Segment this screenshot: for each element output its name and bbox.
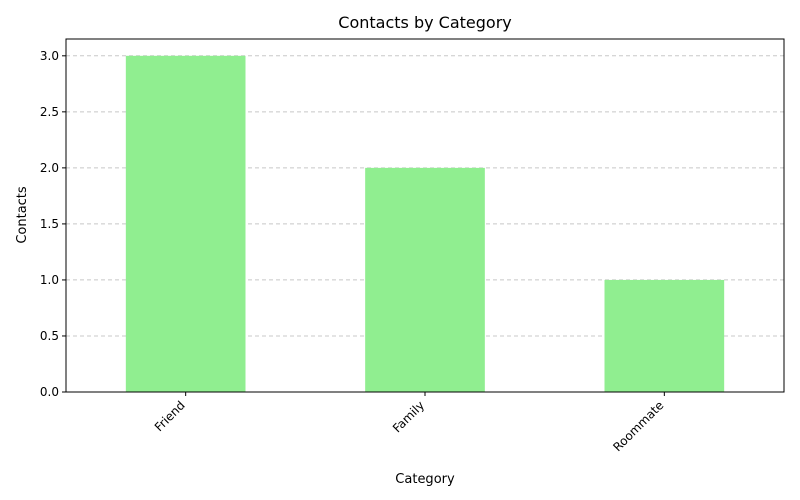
x-tick-label: Roommate — [610, 398, 666, 454]
y-tick-label: 1.0 — [40, 273, 59, 287]
y-tick-label: 0.0 — [40, 385, 59, 399]
y-tick-label: 2.0 — [40, 161, 59, 175]
y-axis-title: Contacts — [15, 186, 30, 244]
bar-family — [365, 167, 485, 392]
x-axis-ticks: Friend Family Roommate — [152, 392, 666, 454]
x-axis-title: Category — [395, 472, 455, 487]
x-tick-label: Friend — [152, 398, 188, 434]
x-tick-label: Family — [390, 398, 427, 435]
y-tick-label: 1.5 — [40, 217, 59, 231]
y-tick-label: 3.0 — [40, 49, 59, 63]
chart-title: Contacts by Category — [338, 13, 511, 32]
bar-friend — [125, 55, 246, 393]
y-axis-ticks: 0.0 0.5 1.0 1.5 2.0 2.5 3.0 — [40, 49, 66, 399]
y-tick-label: 0.5 — [40, 329, 59, 343]
bar-roommate — [604, 279, 725, 392]
y-tick-label: 2.5 — [40, 105, 59, 119]
bars — [125, 55, 725, 393]
